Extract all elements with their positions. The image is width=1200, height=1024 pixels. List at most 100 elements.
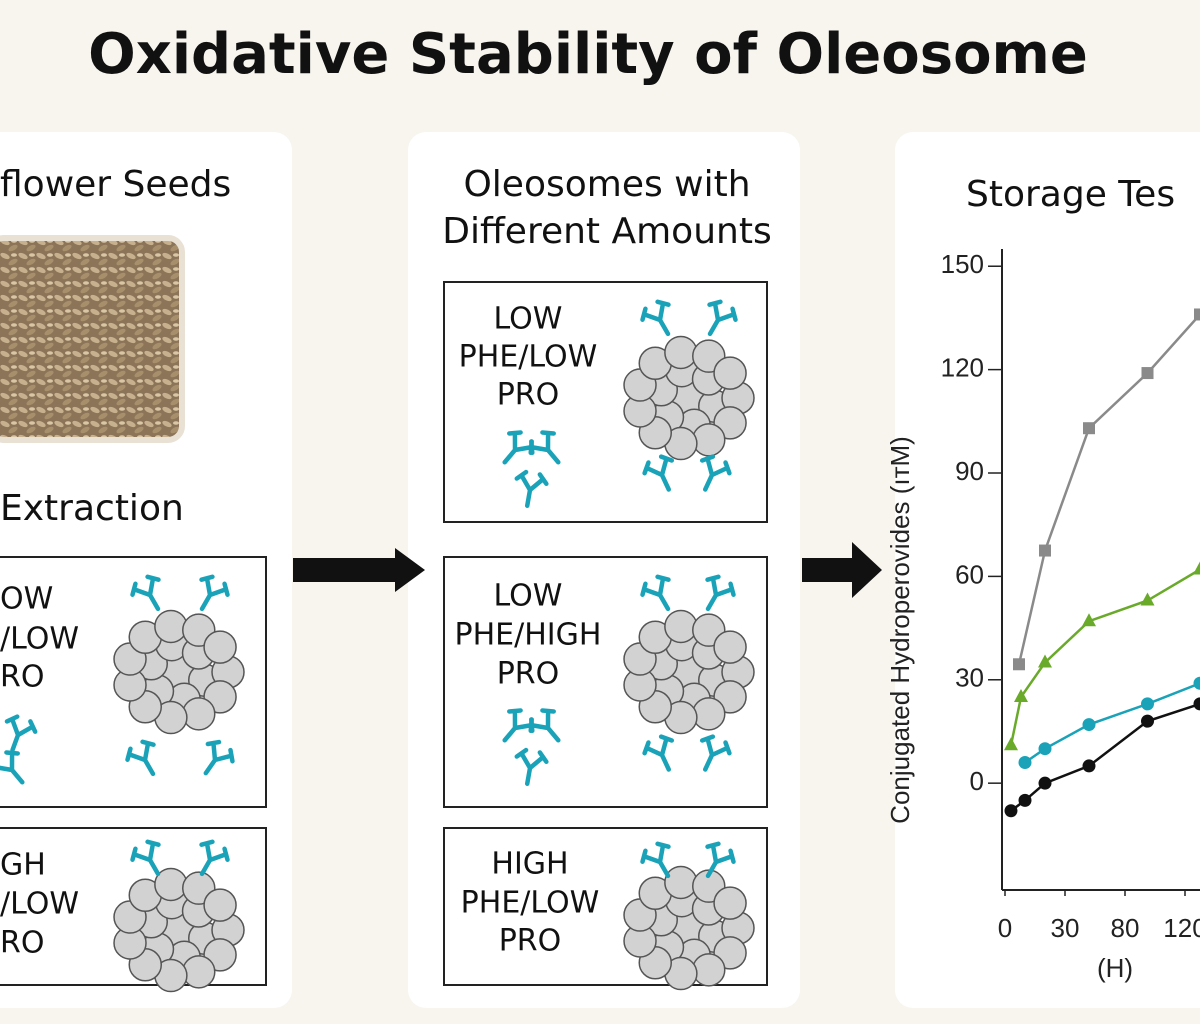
oil-body [692, 953, 726, 987]
sample-label: LOW [494, 302, 563, 337]
antibody [502, 430, 535, 465]
oleosome-cluster [623, 865, 755, 991]
sample-label: PRO [497, 657, 560, 692]
sample-label: PHE/HIGH [455, 618, 602, 653]
sample-label: LOW [494, 579, 563, 614]
sample-label: PHE/LOW [459, 340, 598, 375]
arrow [293, 548, 425, 592]
marker [1140, 592, 1155, 606]
page-title: Oxidative Stability of Oleosome [88, 22, 1088, 87]
oleosome-cluster [623, 335, 755, 461]
y-axis-label: Conjugated Hydroperovides (ıтM) [885, 436, 915, 824]
marker [1082, 613, 1096, 627]
antibody [705, 574, 736, 612]
oil-body [664, 335, 698, 370]
antibody [640, 574, 671, 612]
oleosome-cluster [623, 609, 755, 735]
y-tick-label: 60 [955, 559, 984, 589]
x-tick-label: 0 [998, 913, 1012, 943]
antibody [642, 454, 675, 492]
antibody [514, 469, 549, 509]
y-tick-label: 0 [970, 766, 984, 796]
sample-label: GH [0, 848, 46, 883]
oleosome-cluster [113, 609, 245, 735]
panel-subheading: Extraction [0, 488, 184, 529]
marker [1038, 742, 1052, 756]
sample-label: /LOW [0, 622, 79, 657]
marker [1038, 654, 1052, 668]
marker [1082, 759, 1096, 773]
antibody [0, 750, 25, 785]
oleosome-cluster [113, 867, 245, 993]
x-tick-label: 80 [1111, 913, 1140, 943]
antibody [199, 574, 230, 612]
oil-body [182, 697, 216, 731]
panel-heading: flower Seeds [0, 164, 231, 205]
marker [1141, 714, 1154, 728]
antibody [130, 574, 161, 612]
oil-body [692, 423, 726, 457]
antibody [502, 708, 535, 743]
antibody [640, 299, 671, 337]
oil-body [154, 609, 188, 644]
antibody [199, 839, 230, 877]
arrow [802, 542, 882, 598]
marker [1039, 544, 1051, 557]
oil-body [182, 955, 216, 989]
y-tick-label: 150 [941, 249, 984, 279]
y-tick-label: 120 [941, 352, 984, 382]
chart-title: Storage Tes [966, 174, 1175, 215]
marker [1082, 718, 1096, 732]
panel-heading: Different Amounts [442, 211, 771, 252]
marker [1014, 689, 1028, 703]
oil-body [713, 886, 747, 920]
seeds-image [0, 235, 185, 443]
marker [1194, 308, 1200, 321]
antibody [642, 734, 675, 772]
sample-label: PRO [499, 924, 562, 959]
antibody [130, 839, 161, 877]
oil-body [664, 609, 698, 644]
marker [1193, 676, 1200, 690]
antibody [699, 734, 732, 772]
marker [1018, 793, 1032, 807]
antibody [707, 299, 738, 337]
antibody [528, 430, 561, 465]
x-axis-label: (H) [1097, 953, 1133, 983]
antibody [528, 708, 561, 743]
marker [1013, 658, 1025, 671]
x-tick-label: 30 [1051, 913, 1080, 943]
marker [1018, 755, 1032, 769]
y-tick-label: 90 [955, 456, 984, 486]
sample-label: /LOW [0, 887, 79, 922]
x-tick-label: 120 [1163, 913, 1200, 943]
oil-body [664, 865, 698, 900]
panel [895, 132, 1200, 1008]
sample-label: PHE/LOW [461, 886, 600, 921]
oil-body [692, 697, 726, 731]
antibody [514, 747, 549, 787]
antibody [640, 841, 671, 879]
sample-label: OW [0, 582, 53, 617]
sample-label: RO [0, 926, 44, 961]
oil-body [713, 356, 747, 390]
marker [1038, 776, 1052, 790]
oil-body [203, 888, 237, 922]
antibody [705, 841, 736, 879]
marker [1004, 804, 1018, 818]
series-line [1009, 568, 1200, 746]
marker [1193, 697, 1200, 711]
marker [1141, 367, 1154, 380]
antibody [699, 454, 732, 492]
marker [1193, 561, 1200, 575]
sample-label: PRO [497, 378, 560, 413]
y-tick-label: 30 [955, 663, 984, 693]
sample-label: RO [0, 660, 44, 695]
antibody [4, 714, 38, 753]
sample-label: HIGH [491, 847, 568, 882]
antibody [125, 739, 156, 777]
oil-body [203, 630, 237, 664]
panel-heading: Oleosomes with [463, 164, 750, 205]
oil-body [713, 630, 747, 664]
